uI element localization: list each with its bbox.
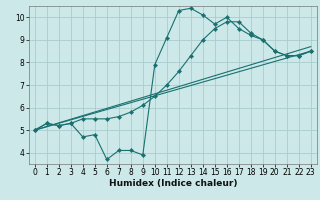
X-axis label: Humidex (Indice chaleur): Humidex (Indice chaleur) (108, 179, 237, 188)
